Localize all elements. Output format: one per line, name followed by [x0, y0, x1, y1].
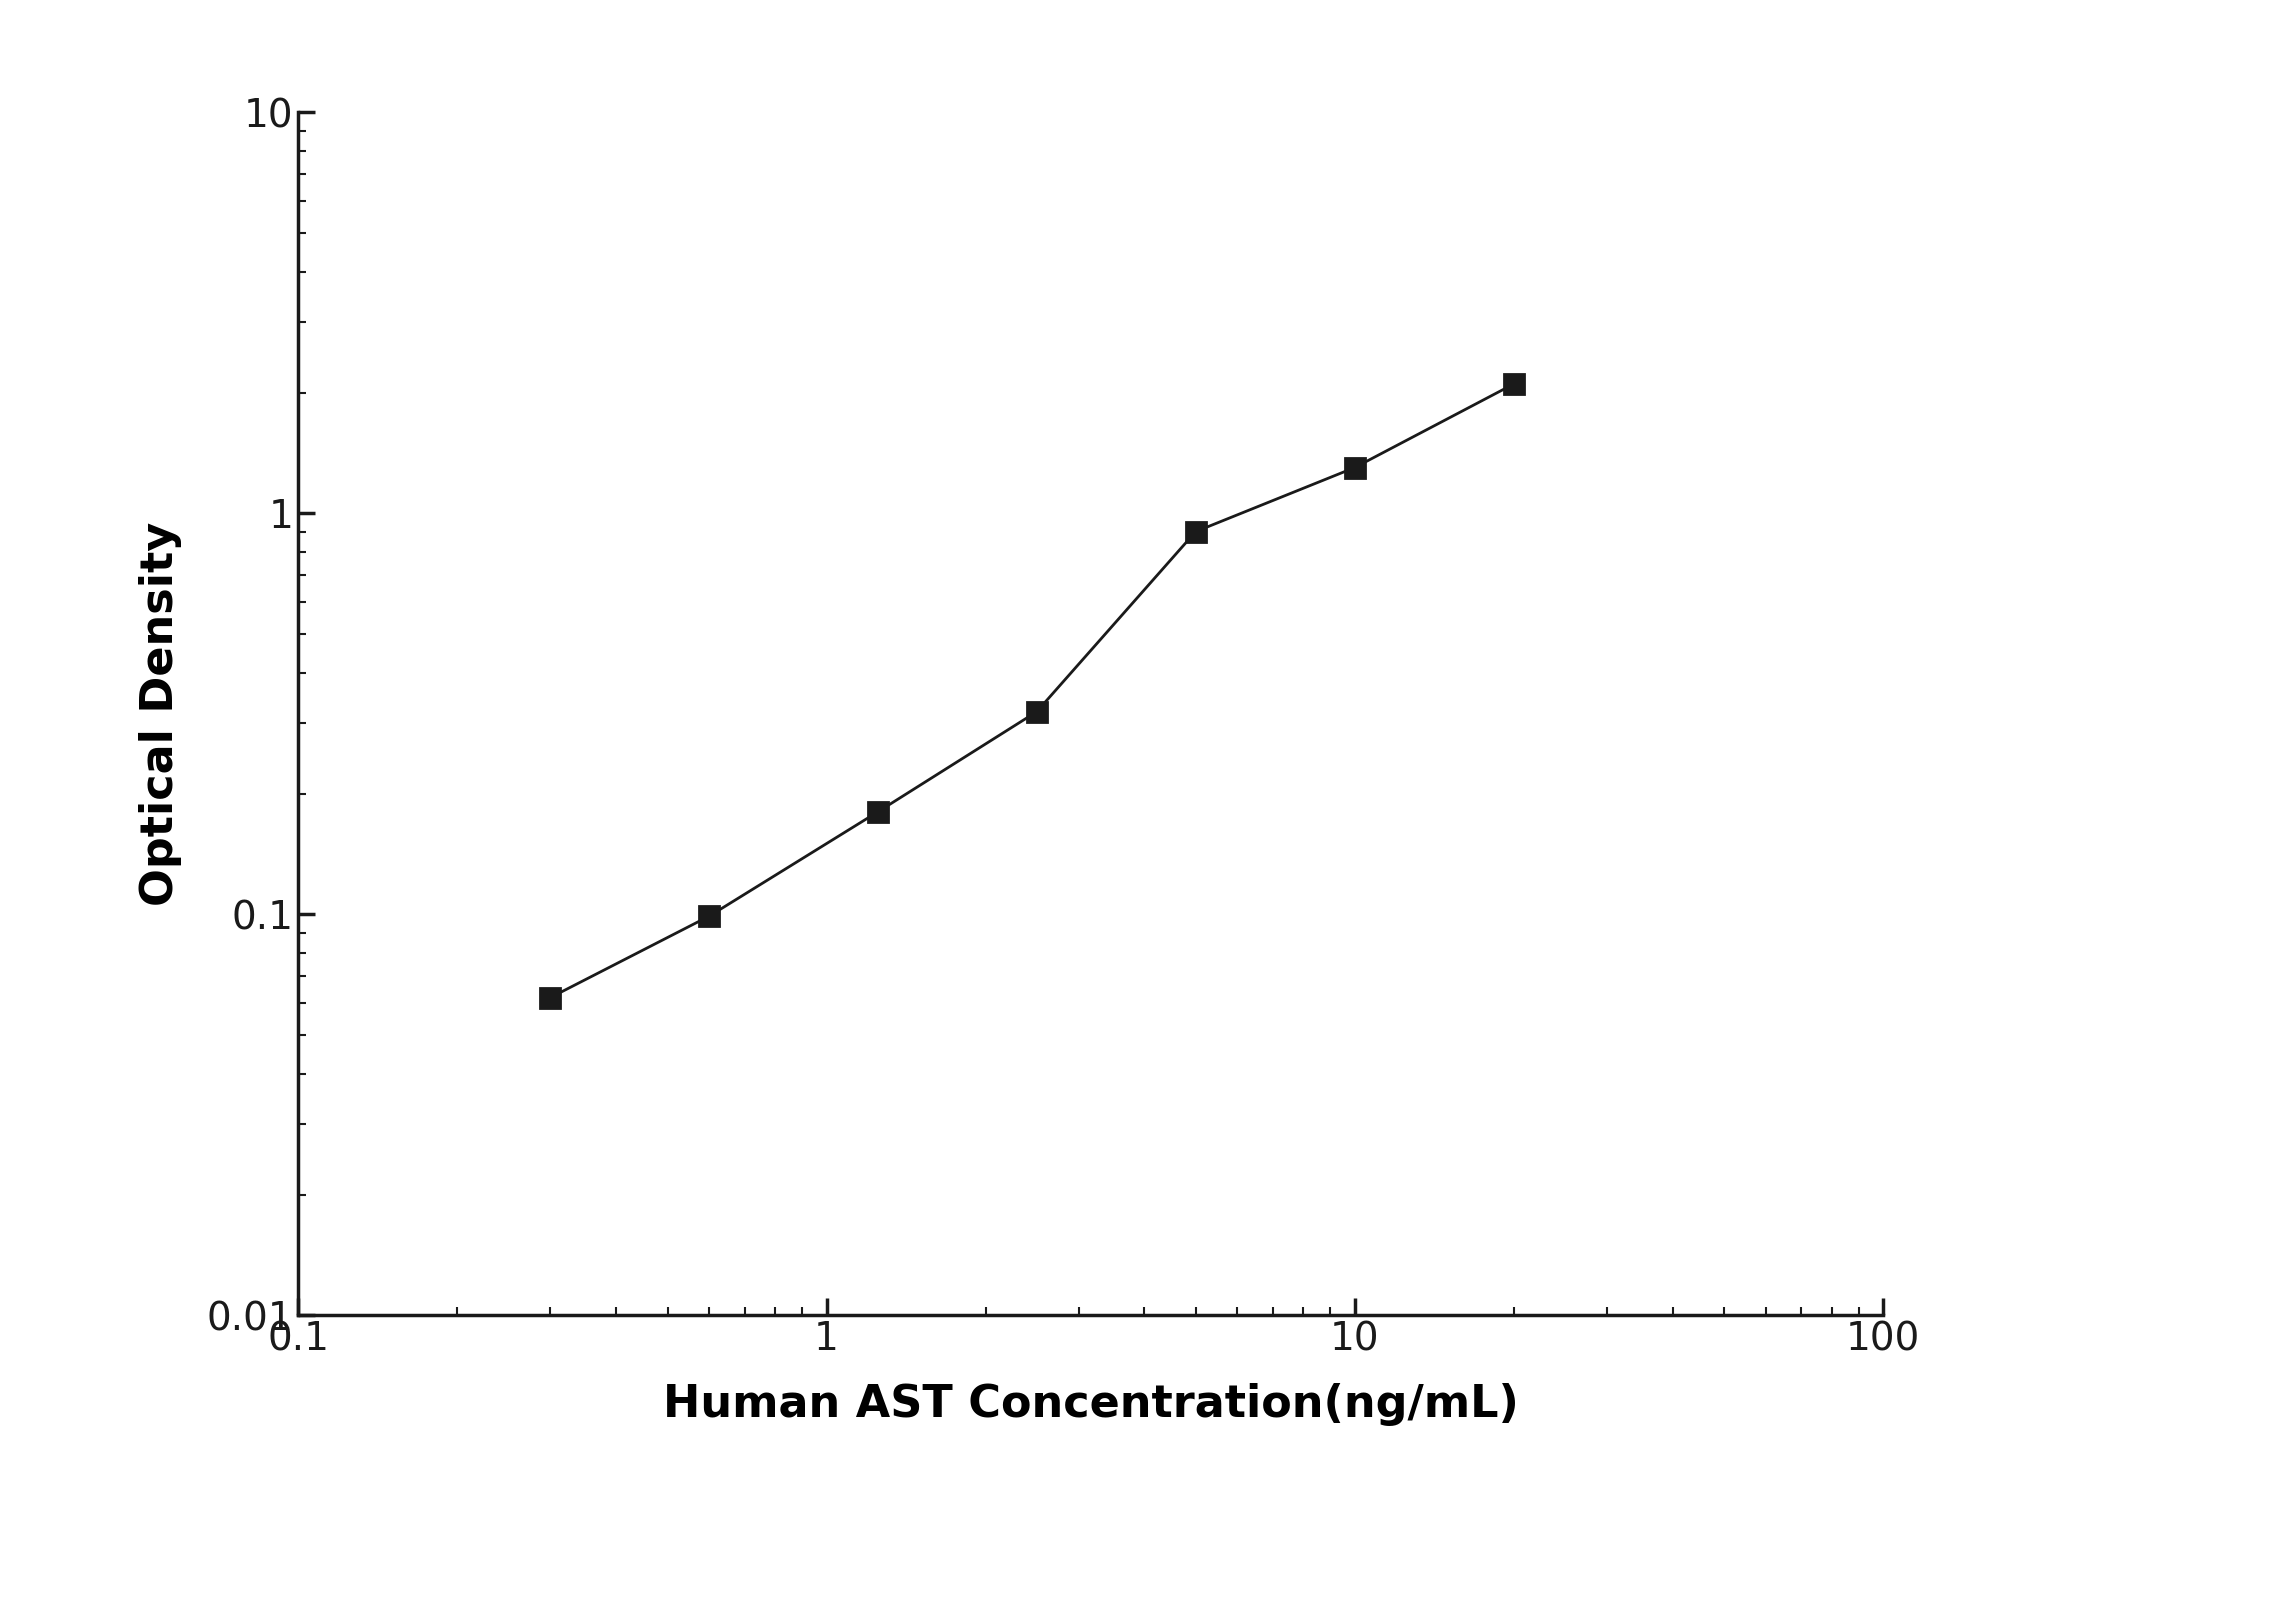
X-axis label: Human AST Concentration(ng/mL): Human AST Concentration(ng/mL)	[664, 1383, 1518, 1426]
Y-axis label: Optical Density: Optical Density	[138, 521, 181, 906]
